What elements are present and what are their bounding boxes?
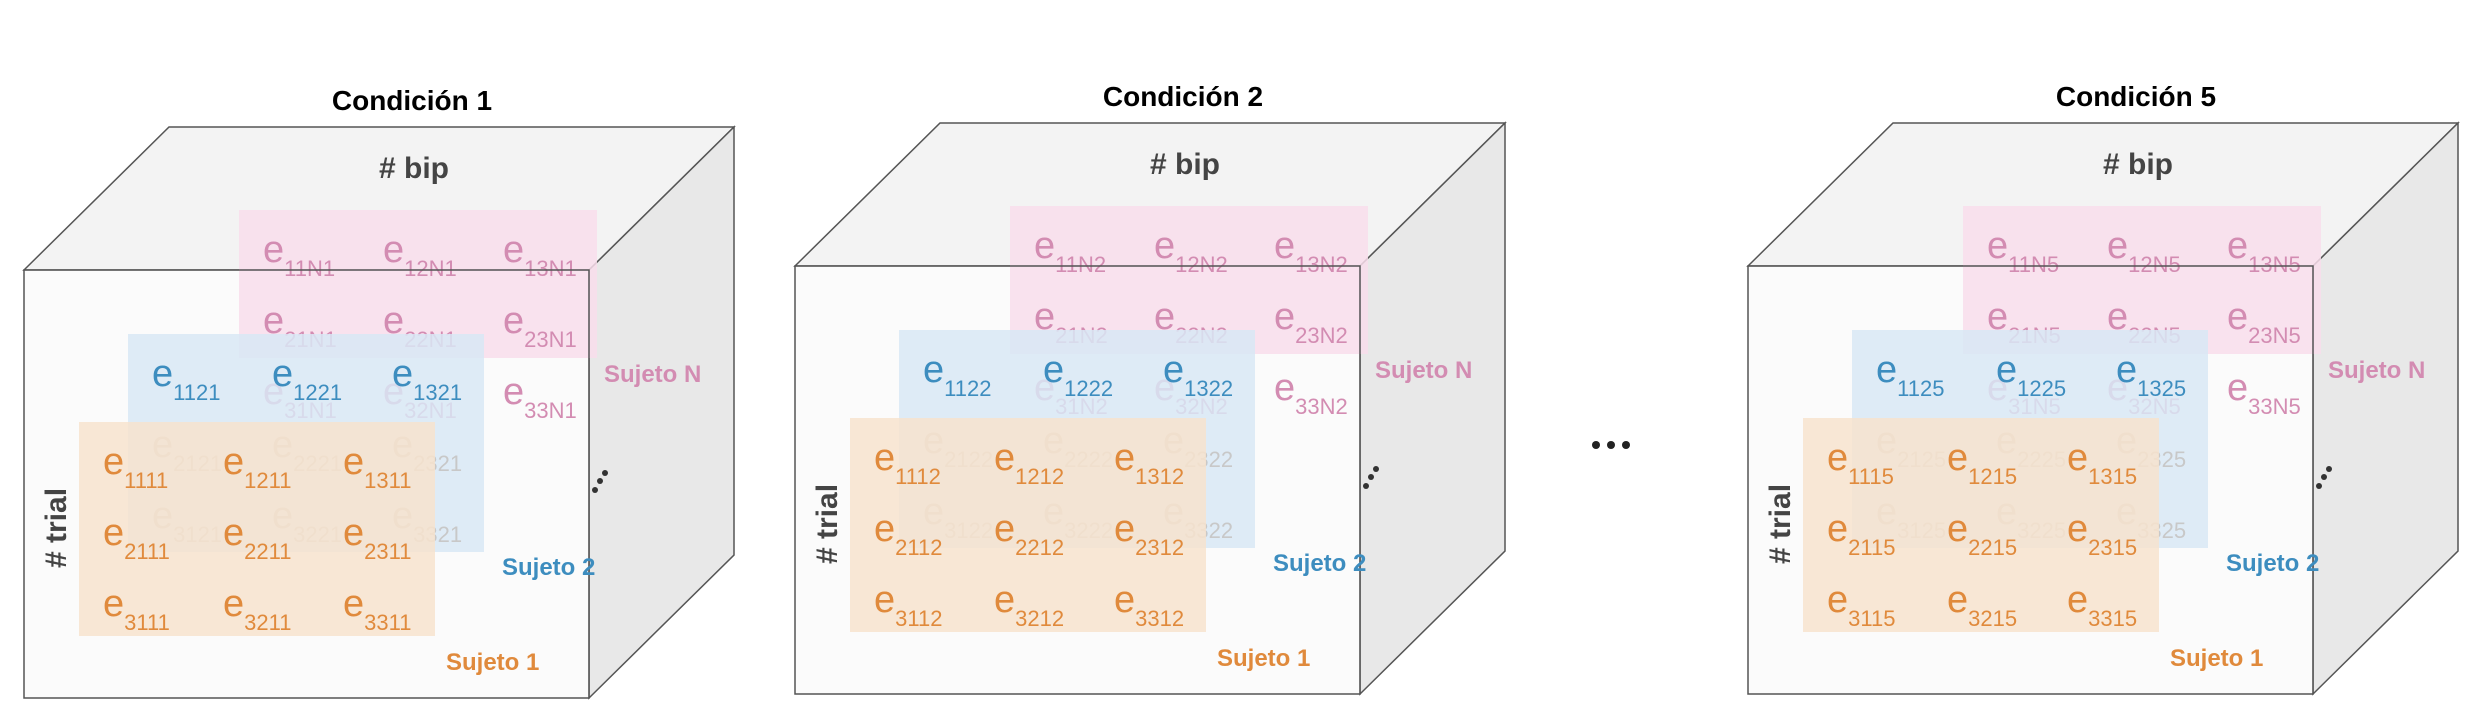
subject-label-2: Sujeto 2 — [2226, 550, 2319, 577]
subject-layer-plane — [79, 422, 435, 636]
matrix-element: e3212 — [994, 579, 1064, 631]
matrix-element: e1215 — [1947, 437, 2017, 489]
matrix-element: e1122 — [923, 349, 991, 401]
cube-title: Condición 5 — [2056, 81, 2216, 112]
subject-label-n: Sujeto N — [2328, 357, 2425, 384]
cube-front-edge — [23, 269, 590, 699]
matrix-element: e23N2 — [1274, 296, 1348, 348]
matrix-element: e1121 — [152, 353, 220, 405]
ellipsis-dot — [1592, 441, 1600, 449]
bip-axis-label: # bip — [2103, 148, 2173, 181]
subject-layer-plane — [239, 210, 597, 358]
condition-cube: Condición 1# bipe11N1e12N1e13N1e21N1e22N… — [22, 85, 736, 700]
matrix-element: e1322 — [1163, 349, 1233, 401]
subject-label-2: Sujeto 2 — [502, 554, 595, 581]
depth-ellipsis-dot — [2321, 474, 2327, 480]
matrix-element: e12N1 — [383, 229, 457, 281]
depth-ellipsis-dot — [592, 487, 598, 493]
depth-ellipsis-dot — [597, 478, 603, 484]
cube-front-edge — [794, 265, 1361, 695]
matrix-element: e2315 — [2067, 508, 2137, 560]
matrix-element: e3111 — [103, 583, 170, 635]
bip-axis-label: # bip — [1150, 148, 1220, 181]
trial-axis-label: # trial — [811, 484, 844, 564]
matrix-element: e23N5 — [2227, 296, 2301, 348]
matrix-element: e2212 — [994, 508, 1064, 560]
trial-axis-label: # trial — [40, 488, 73, 568]
matrix-element: e3311 — [343, 583, 411, 635]
trial-axis-label: # trial — [1764, 484, 1797, 564]
matrix-element: e13N1 — [503, 229, 577, 281]
depth-ellipsis-dot — [1368, 474, 1374, 480]
subject-layer-plane — [1963, 206, 2321, 354]
matrix-element: e2112 — [874, 508, 942, 560]
subject-layer-plane — [850, 418, 1206, 632]
cube-title: Condición 2 — [1103, 81, 1263, 112]
matrix-element: e1225 — [1996, 349, 2066, 401]
matrix-element: e33N2 — [1274, 367, 1348, 419]
condition-cube: Condición 5# bipe11N5e12N5e13N5e21N5e22N… — [1746, 81, 2460, 696]
matrix-element: e1315 — [2067, 437, 2137, 489]
matrix-element: e11N1 — [263, 229, 335, 281]
matrix-element: e33N5 — [2227, 367, 2301, 419]
matrix-element: e3315 — [2067, 579, 2137, 631]
matrix-element: e2215 — [1947, 508, 2017, 560]
subject-label-1: Sujeto 1 — [1217, 645, 1310, 672]
depth-ellipsis-dot — [2326, 466, 2332, 472]
matrix-element: e13N2 — [1274, 225, 1348, 277]
ellipsis-dot — [1622, 441, 1630, 449]
matrix-element: e11N2 — [1034, 225, 1106, 277]
subject-label-1: Sujeto 1 — [2170, 645, 2263, 672]
matrix-element: e1321 — [392, 353, 462, 405]
matrix-element: e1222 — [1043, 349, 1113, 401]
matrix-element: e3115 — [1827, 579, 1895, 631]
matrix-element: e11N5 — [1987, 225, 2059, 277]
depth-ellipsis-dot — [2316, 483, 2322, 489]
matrix-element: e3215 — [1947, 579, 2017, 631]
matrix-element: e2111 — [103, 512, 170, 564]
matrix-element: e1125 — [1876, 349, 1944, 401]
matrix-element: e1211 — [223, 441, 291, 493]
ellipsis-dot — [1607, 441, 1615, 449]
cube-title: Condición 1 — [332, 85, 492, 116]
bip-axis-label: # bip — [379, 152, 449, 185]
subject-label-n: Sujeto N — [604, 361, 701, 388]
matrix-element: e3112 — [874, 579, 942, 631]
matrix-element: e1325 — [2116, 349, 2186, 401]
subject-label-n: Sujeto N — [1375, 357, 1472, 384]
matrix-element: e2211 — [223, 512, 291, 564]
matrix-element: e1221 — [272, 353, 342, 405]
matrix-element: e2115 — [1827, 508, 1895, 560]
matrix-element: e3211 — [223, 583, 291, 635]
depth-ellipsis-dot — [602, 470, 608, 476]
cubes-layer: Condición 1# bipe11N1e12N1e13N1e21N1e22N… — [22, 81, 2460, 700]
matrix-element: e1115 — [1827, 437, 1894, 489]
matrix-element: e3312 — [1114, 579, 1184, 631]
matrix-element: e1212 — [994, 437, 1064, 489]
subject-label-1: Sujeto 1 — [446, 649, 539, 676]
subject-layer-plane — [1010, 206, 1368, 354]
matrix-element: e33N1 — [503, 371, 577, 423]
matrix-element: e13N5 — [2227, 225, 2301, 277]
matrix-element: e1311 — [343, 441, 411, 493]
subject-layer-plane — [1803, 418, 2159, 632]
depth-ellipsis-dot — [1373, 466, 1379, 472]
matrix-element: e12N2 — [1154, 225, 1228, 277]
matrix-element: e23N1 — [503, 300, 577, 352]
cube-front-edge — [1747, 265, 2314, 695]
ellipsis-dots — [1592, 441, 1630, 449]
matrix-element: e1112 — [874, 437, 941, 489]
matrix-element: e12N5 — [2107, 225, 2181, 277]
depth-ellipsis-dot — [1363, 483, 1369, 489]
matrix-element: e1312 — [1114, 437, 1184, 489]
subject-label-2: Sujeto 2 — [1273, 550, 1366, 577]
matrix-element: e2311 — [343, 512, 411, 564]
condition-cube: Condición 2# bipe11N2e12N2e13N2e21N2e22N… — [793, 81, 1507, 696]
matrix-element: e1111 — [103, 441, 168, 493]
matrix-element: e2312 — [1114, 508, 1184, 560]
